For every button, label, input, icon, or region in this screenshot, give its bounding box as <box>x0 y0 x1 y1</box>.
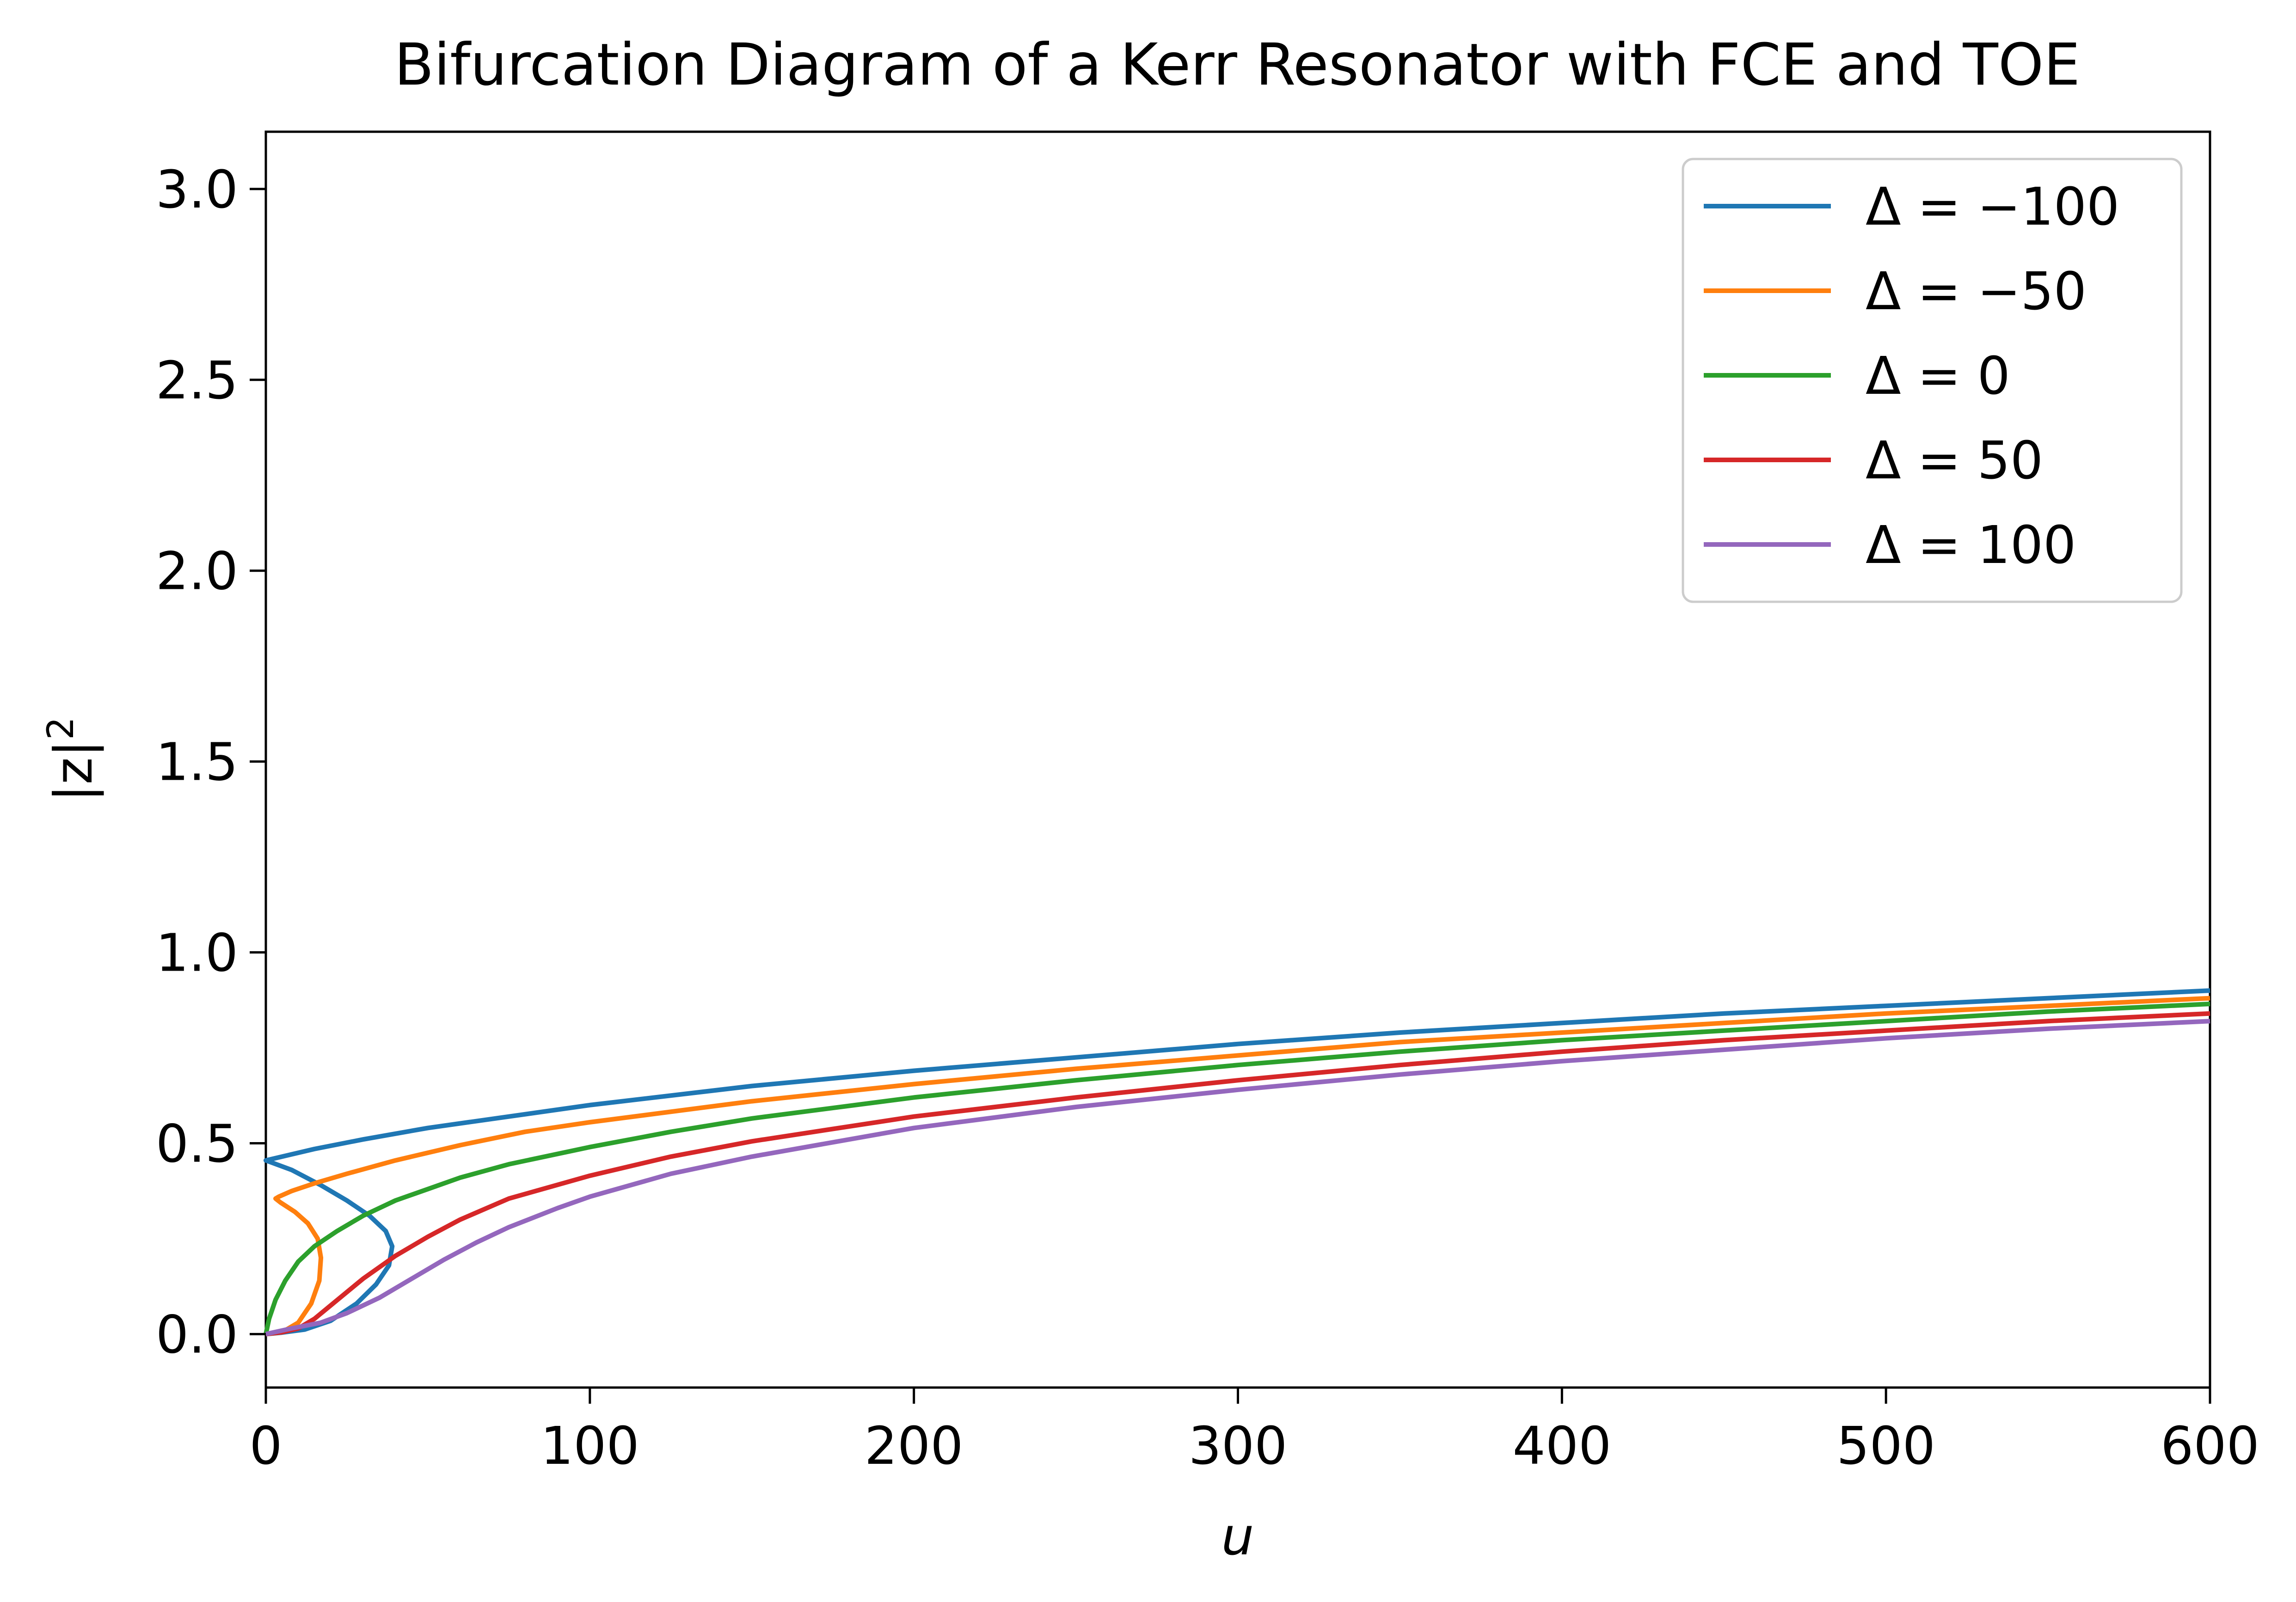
plot-area <box>264 130 2211 1389</box>
x-tick-label: 400 <box>1512 1416 1611 1476</box>
y-tick-label: 0.5 <box>156 1114 238 1174</box>
x-tick-label: 0 <box>249 1416 282 1476</box>
x-tick-label: 600 <box>2161 1416 2259 1476</box>
y-tick-label: 0.0 <box>156 1305 238 1365</box>
x-tick-label: 100 <box>540 1416 639 1476</box>
y-tick-label: 3.0 <box>156 160 238 220</box>
x-tick-label: 500 <box>1836 1416 1935 1476</box>
legend-label-4: Δ = 50 <box>1866 431 2043 491</box>
legend-frame <box>1682 158 2183 603</box>
y-axis-label: |z|2 <box>40 717 104 802</box>
legend-label-3: Δ = 0 <box>1866 346 2010 406</box>
y-axis-label-base: |z| <box>44 740 104 802</box>
series-line-5 <box>265 1019 2210 1337</box>
series-line-1 <box>264 988 2210 1337</box>
legend-label-1: Δ = −100 <box>1866 177 2119 237</box>
y-tick-label: 1.5 <box>156 733 238 793</box>
chart-title: Bifurcation Diagram of a Kerr Resonator … <box>394 31 2080 98</box>
x-tick-label: 300 <box>1189 1416 1288 1476</box>
y-axis: 0.0 0.5 1.0 1.5 2.0 2.5 3.0 <box>156 160 266 1365</box>
legend-label-2: Δ = −50 <box>1866 262 2087 322</box>
series-layer <box>264 988 2210 1337</box>
legend-label-5: Δ = 100 <box>1866 515 2076 575</box>
x-tick-label: 200 <box>865 1416 964 1476</box>
y-tick-label: 1.0 <box>156 923 238 984</box>
legend: Δ = −100 Δ = −50 Δ = 0 Δ = 50 Δ = 100 <box>1682 158 2183 603</box>
y-axis-label-superscript: 2 <box>40 717 82 740</box>
x-axis: 0 100 200 300 400 500 600 <box>249 1388 2259 1476</box>
series-line-2 <box>265 996 2210 1337</box>
y-tick-label: 2.0 <box>156 542 238 602</box>
y-tick-label: 2.5 <box>156 351 238 411</box>
series-line-3 <box>264 1002 2210 1335</box>
x-axis-label: u <box>1222 1507 1254 1567</box>
series-line-4 <box>265 1011 2210 1337</box>
